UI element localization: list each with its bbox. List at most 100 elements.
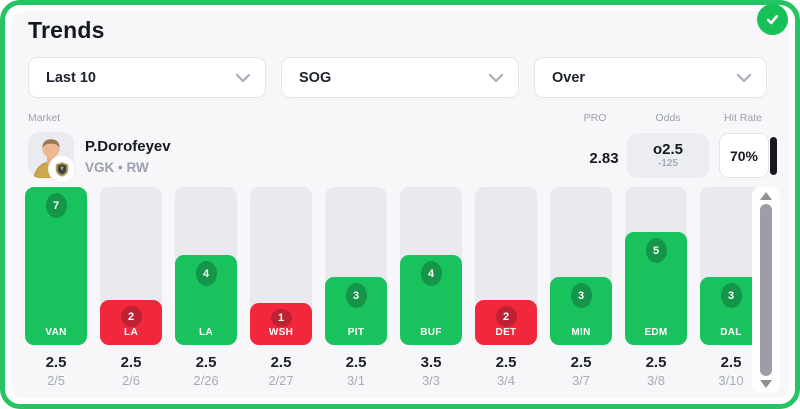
scroll-down-arrow-icon[interactable]: [760, 380, 772, 388]
game-bar[interactable]: 1 WSH: [250, 303, 312, 345]
window-select-value: Last 10: [46, 69, 96, 86]
chart-column: 3 DAL 2.5 3/10: [700, 187, 762, 388]
betting-line-value: 2.5: [645, 354, 667, 371]
stat-value-badge: 5: [645, 238, 667, 263]
bar-track: 4 LA: [175, 187, 237, 345]
odds-button[interactable]: o2.5 -125: [627, 133, 709, 178]
game-date: 3/10: [718, 373, 744, 388]
opponent-label: VAN: [45, 327, 67, 338]
game-date: 3/4: [496, 373, 516, 388]
betting-line-value: 2.5: [270, 354, 292, 371]
bar-track: 1 WSH: [250, 187, 312, 345]
game-bar[interactable]: 2 DET: [475, 300, 537, 345]
game-bar[interactable]: 5 EDM: [625, 232, 687, 345]
chart-column: 3 MIN 2.5 3/7: [550, 187, 612, 388]
betting-line-value: 2.5: [120, 354, 142, 371]
opponent-label: PIT: [347, 327, 365, 338]
vgk-shield-icon: [55, 162, 69, 177]
header-hit-rate: Hit Rate: [724, 112, 762, 124]
bar-track: 4 BUF: [400, 187, 462, 345]
game-date: 3/1: [346, 373, 366, 388]
hit-rate-value: 70%: [729, 147, 759, 164]
chart-column: 4 BUF 3.5 3/3: [400, 187, 462, 388]
chart-column: 5 EDM 2.5 3/8: [625, 187, 687, 388]
game-bar[interactable]: 3 DAL: [700, 277, 762, 345]
game-date: 3/8: [646, 373, 666, 388]
chart-scrollbar[interactable]: [752, 187, 780, 393]
bar-track: 3 MIN: [550, 187, 612, 345]
odds-juice: -125: [657, 158, 678, 169]
chart-column: 1 WSH 2.5 2/27: [250, 187, 312, 388]
betting-line-value: 3.5: [420, 354, 442, 371]
opponent-label: DET: [495, 327, 517, 338]
opponent-label: EDM: [644, 327, 668, 338]
stat-value-badge: 4: [195, 261, 217, 286]
game-bar[interactable]: 3 MIN: [550, 277, 612, 345]
trend-bar-chart: 7 VAN 2.5 2/5 2 LA 2.5 2/6 4 LA 2.5 2/26: [25, 187, 762, 388]
header-pro: PRO: [583, 112, 607, 124]
opponent-label: WSH: [268, 327, 294, 338]
game-date: 2/26: [193, 373, 219, 388]
chart-scrollbar-thumb[interactable]: [760, 204, 772, 376]
side-select-value: Over: [552, 69, 586, 86]
stat-value-badge: 2: [495, 306, 517, 327]
bar-track: 3 PIT: [325, 187, 387, 345]
game-bar[interactable]: 3 PIT: [325, 277, 387, 345]
betting-line-value: 2.5: [345, 354, 367, 371]
betting-line-value: 2.5: [45, 354, 67, 371]
game-date: 2/5: [46, 373, 66, 388]
game-bar[interactable]: 4 LA: [175, 255, 237, 345]
stat-value-badge: 3: [570, 283, 592, 308]
betting-line-value: 2.5: [570, 354, 592, 371]
betting-line-value: 2.5: [720, 354, 742, 371]
chart-column: 7 VAN 2.5 2/5: [25, 187, 87, 388]
stat-select-value: SOG: [299, 69, 332, 86]
game-date: 2/27: [268, 373, 294, 388]
chevron-down-icon: [488, 73, 504, 82]
bar-track: 2 LA: [100, 187, 162, 345]
stat-value-badge: 7: [45, 193, 67, 218]
bar-track: 5 EDM: [625, 187, 687, 345]
chevron-down-icon: [736, 73, 752, 82]
team-logo-vgk: [49, 156, 75, 182]
stat-value-badge: 1: [270, 309, 292, 327]
player-name: P.Dorofeyev: [85, 138, 171, 155]
stat-value-badge: 3: [720, 283, 742, 308]
window-select[interactable]: Last 10: [28, 57, 266, 98]
chart-column: 2 LA 2.5 2/6: [100, 187, 162, 388]
bar-track: 2 DET: [475, 187, 537, 345]
chart-column: 4 LA 2.5 2/26: [175, 187, 237, 388]
stat-select[interactable]: SOG: [281, 57, 519, 98]
betting-line-value: 2.5: [195, 354, 217, 371]
stat-value-badge: 2: [120, 306, 142, 327]
hit-rate-badge: 70%: [719, 133, 769, 178]
stat-value-badge: 4: [420, 261, 442, 286]
game-date: 2/6: [121, 373, 141, 388]
player-team-position: VGK • RW: [85, 160, 149, 175]
page-title: Trends: [28, 17, 105, 43]
game-date: 3/7: [571, 373, 591, 388]
chevron-down-icon: [235, 73, 251, 82]
header-odds: Odds: [655, 112, 681, 124]
odds-line: o2.5: [652, 141, 683, 158]
header-market: Market: [28, 112, 61, 124]
bar-track: 7 VAN: [25, 187, 87, 345]
game-bar[interactable]: 7 VAN: [25, 187, 87, 345]
bar-track: 3 DAL: [700, 187, 762, 345]
scroll-up-arrow-icon[interactable]: [760, 192, 772, 200]
check-icon: [766, 14, 779, 25]
success-check-badge: [757, 4, 788, 35]
side-select[interactable]: Over: [534, 57, 767, 98]
game-bar[interactable]: 4 BUF: [400, 255, 462, 345]
chart-column: 2 DET 2.5 3/4: [475, 187, 537, 388]
game-bar[interactable]: 2 LA: [100, 300, 162, 345]
pro-projection-value: 2.83: [589, 150, 619, 167]
chart-column: 3 PIT 2.5 3/1: [325, 187, 387, 388]
opponent-label: BUF: [420, 327, 442, 338]
player-row[interactable]: P.Dorofeyev VGK • RW: [85, 138, 171, 175]
game-date: 3/3: [421, 373, 441, 388]
opponent-label: MIN: [571, 327, 591, 338]
rows-scrollbar-thumb[interactable]: [770, 137, 777, 175]
stat-value-badge: 3: [345, 283, 367, 308]
